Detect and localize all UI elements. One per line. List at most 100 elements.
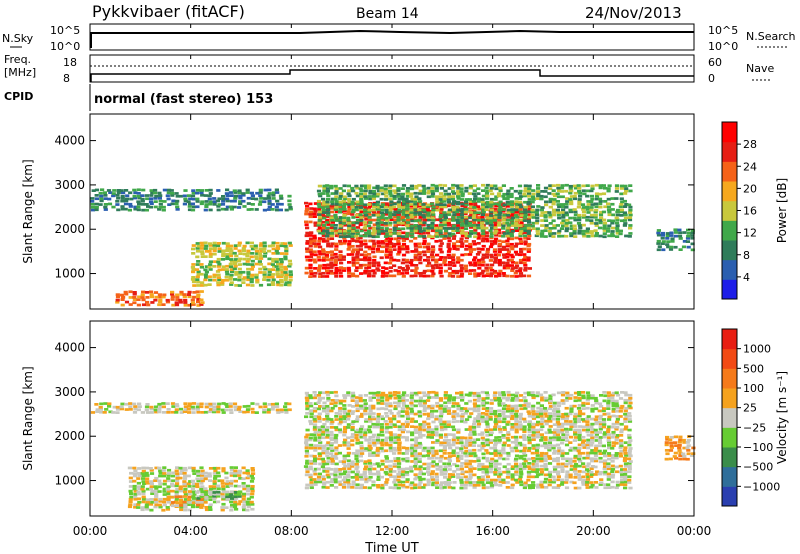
velocity-cell: [552, 478, 557, 482]
power-cell: [371, 195, 376, 198]
velocity-cell: [375, 438, 380, 442]
power-cell: [288, 244, 293, 247]
velocity-cell: [401, 425, 406, 428]
power-cell: [372, 242, 377, 245]
power-cell: [358, 207, 363, 211]
power-cell: [284, 281, 289, 285]
velocity-cell: [427, 391, 432, 394]
power-cell: [431, 213, 436, 216]
velocity-cell: [380, 438, 385, 442]
velocity-cell: [506, 407, 511, 411]
power-cell: [494, 233, 499, 237]
power-cell: [451, 261, 456, 264]
power-cell: [447, 232, 452, 235]
power-cell: [288, 206, 293, 209]
velocity-cell: [514, 465, 519, 468]
power-cell: [557, 205, 562, 209]
velocity-cell: [497, 462, 502, 466]
power-cell: [523, 200, 528, 204]
velocity-cell: [102, 411, 107, 414]
power-cell: [237, 259, 242, 263]
power-cell: [590, 203, 595, 206]
power-cell: [275, 268, 281, 271]
velocity-cell: [586, 438, 591, 442]
power-ytick-label: 2000: [54, 222, 85, 236]
velocity-cell: [535, 468, 540, 471]
power-cell: [434, 218, 439, 222]
power-cell: [464, 221, 469, 225]
power-cell: [492, 250, 498, 253]
velocity-cell: [322, 483, 327, 486]
power-cell: [337, 210, 343, 214]
power-cell: [488, 274, 494, 278]
power-cell: [477, 211, 482, 215]
power-cell: [509, 200, 514, 203]
velocity-cell: [510, 425, 515, 429]
velocity-cell: [380, 433, 385, 437]
power-cell: [137, 196, 142, 200]
velocity-cell: [480, 390, 485, 394]
velocity-cell: [421, 449, 426, 452]
power-cell: [250, 265, 255, 268]
power-cell: [325, 229, 330, 233]
velocity-cell: [589, 485, 594, 489]
velocity-cell: [316, 475, 322, 479]
power-cell: [183, 199, 188, 203]
power-cell: [342, 205, 347, 208]
power-colorbar-tick: 12: [743, 227, 757, 240]
power-cell: [312, 250, 317, 254]
power-cell: [497, 261, 502, 265]
power-cell: [350, 245, 355, 248]
power-cell: [438, 231, 443, 235]
velocity-cell: [342, 396, 348, 400]
power-cell: [191, 244, 196, 247]
velocity-cell: [221, 402, 226, 405]
power-cell: [501, 240, 506, 243]
power-cell: [452, 210, 457, 214]
velocity-cell: [484, 420, 489, 424]
power-cell: [347, 242, 352, 246]
power-cell: [581, 206, 586, 209]
power-cell: [246, 249, 251, 253]
velocity-cell: [422, 401, 427, 405]
power-cell: [396, 259, 401, 262]
power-cell: [464, 253, 469, 256]
power-cell: [536, 205, 541, 208]
velocity-cell: [388, 396, 393, 400]
velocity-cell: [551, 417, 556, 421]
power-cell: [568, 216, 573, 220]
power-cell: [242, 252, 247, 256]
velocity-cell: [208, 404, 213, 408]
velocity-cell: [384, 423, 389, 426]
power-cell: [585, 194, 590, 198]
power-cell: [229, 273, 234, 277]
power-cell: [263, 197, 268, 200]
velocity-cell: [463, 436, 468, 440]
power-cell: [266, 208, 271, 211]
velocity-cell: [468, 454, 473, 458]
velocity-cell: [581, 470, 586, 474]
power-cell: [250, 284, 255, 287]
power-cell: [136, 208, 141, 212]
power-cell: [540, 229, 545, 233]
power-cell: [551, 208, 557, 212]
power-cell: [585, 227, 590, 231]
power-cell: [485, 200, 490, 204]
power-cell: [581, 210, 587, 214]
power-cell: [505, 253, 510, 256]
power-cell: [241, 270, 246, 274]
velocity-cell: [439, 468, 444, 471]
velocity-cell: [501, 402, 506, 405]
velocity-cell: [334, 412, 339, 415]
power-cell: [94, 194, 99, 197]
velocity-cell: [460, 398, 465, 402]
power-cell: [316, 189, 322, 193]
velocity-cell: [329, 443, 334, 447]
power-cell: [217, 268, 222, 272]
power-cell: [368, 226, 373, 230]
velocity-cell: [174, 411, 179, 414]
velocity-cell: [242, 405, 247, 408]
power-cell: [380, 250, 385, 253]
velocity-cell: [481, 417, 486, 421]
velocity-cell: [409, 446, 414, 450]
